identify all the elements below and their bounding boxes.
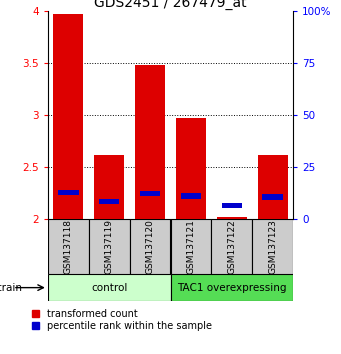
Text: GSM137123: GSM137123 — [268, 219, 277, 274]
Bar — [130, 219, 170, 274]
Bar — [89, 219, 130, 274]
Bar — [252, 219, 293, 274]
Text: strain: strain — [0, 282, 23, 293]
Bar — [135, 65, 165, 219]
Bar — [211, 219, 252, 274]
Bar — [58, 190, 78, 195]
Text: GSM137119: GSM137119 — [105, 219, 114, 274]
Bar — [170, 219, 211, 274]
Text: TAC1 overexpressing: TAC1 overexpressing — [177, 282, 287, 293]
Text: GSM137122: GSM137122 — [227, 219, 236, 274]
Bar — [263, 194, 283, 200]
Bar — [48, 219, 89, 274]
Bar — [176, 118, 206, 219]
Bar — [170, 274, 293, 301]
Title: GDS2451 / 267479_at: GDS2451 / 267479_at — [94, 0, 247, 10]
Bar — [217, 217, 247, 219]
Text: control: control — [91, 282, 127, 293]
Bar — [258, 155, 287, 219]
Bar — [140, 191, 160, 196]
Bar — [99, 199, 119, 204]
Bar — [94, 155, 124, 219]
Text: GSM137121: GSM137121 — [187, 219, 195, 274]
Bar — [48, 274, 170, 301]
Bar — [222, 203, 242, 208]
Bar — [54, 14, 83, 219]
Bar — [181, 193, 201, 199]
Legend: transformed count, percentile rank within the sample: transformed count, percentile rank withi… — [32, 309, 212, 331]
Text: GSM137118: GSM137118 — [64, 219, 73, 274]
Text: GSM137120: GSM137120 — [146, 219, 154, 274]
